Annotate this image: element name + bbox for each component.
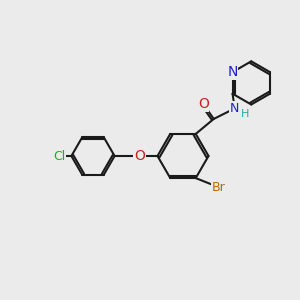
Text: O: O xyxy=(134,149,145,163)
Text: N: N xyxy=(227,65,238,79)
Text: Br: Br xyxy=(212,181,225,194)
Text: Cl: Cl xyxy=(53,149,65,163)
Text: H: H xyxy=(241,110,249,119)
Text: N: N xyxy=(230,102,239,115)
Text: O: O xyxy=(198,97,209,111)
